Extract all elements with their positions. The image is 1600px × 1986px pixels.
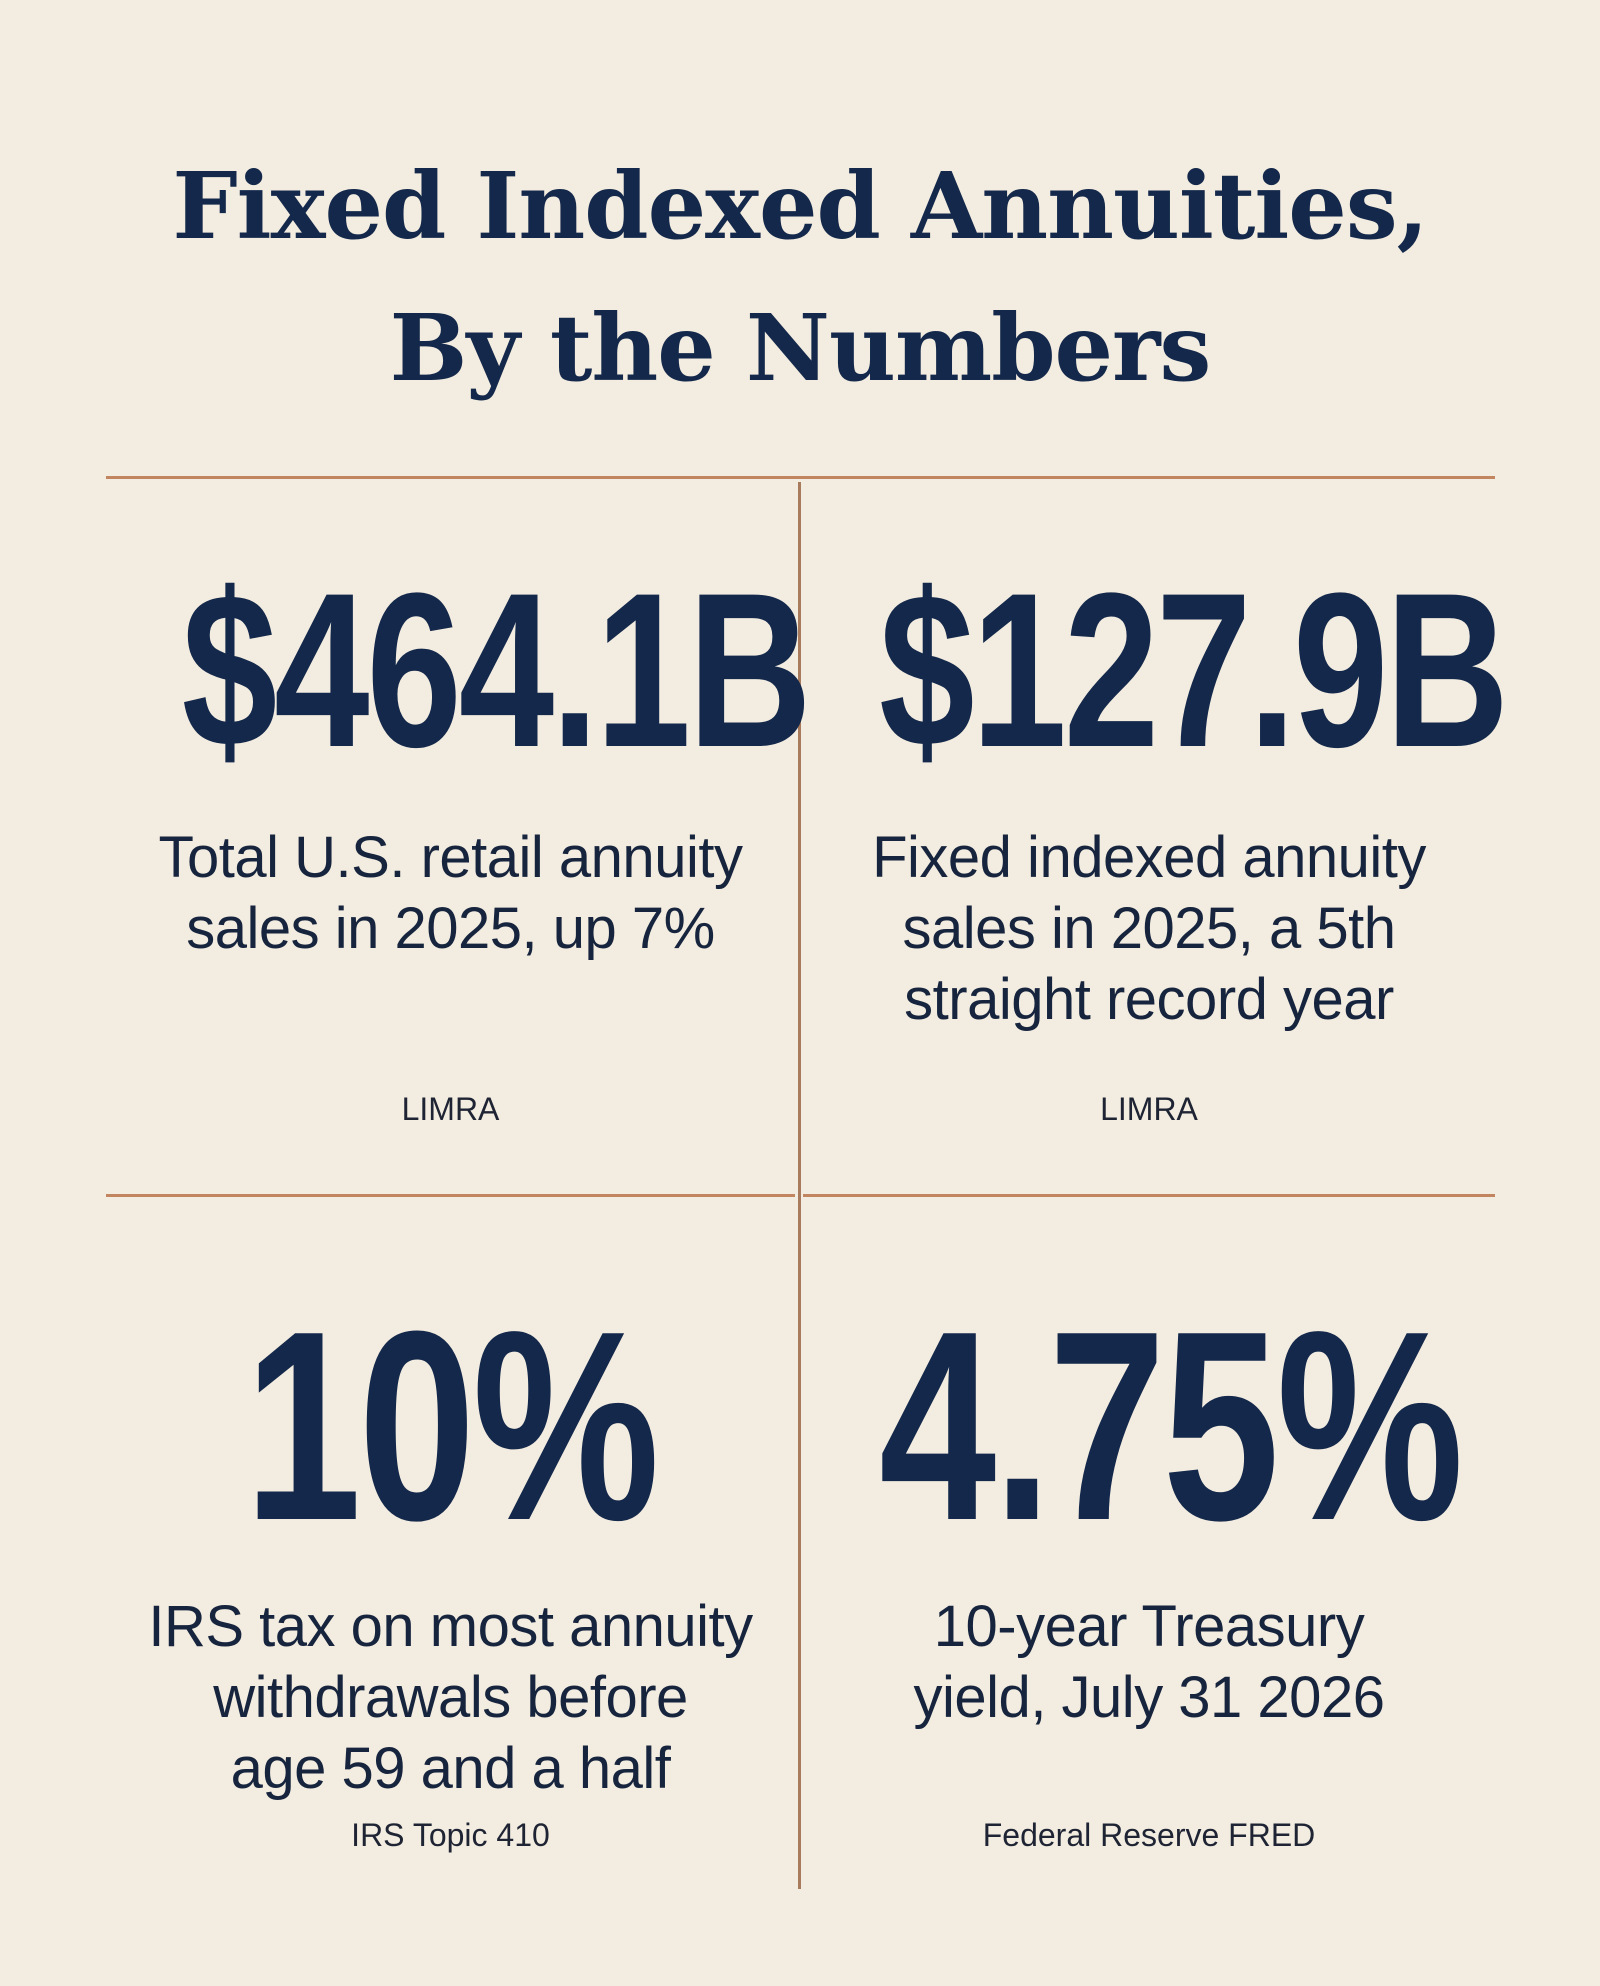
stat-card-fia-sales: $127.9B Fixed indexed annuity sales in 2… <box>803 482 1509 1192</box>
stat-value: $127.9B <box>879 547 1509 793</box>
title-line-2: By the Numbers <box>389 294 1212 402</box>
stat-description-line: 10-year Treasury <box>933 1594 1365 1659</box>
stat-description: IRS tax on most annuity withdrawals befo… <box>106 1591 795 1804</box>
stat-card-treasury-yield: 4.75% 10-year Treasury yield, July 31 20… <box>803 1197 1495 1887</box>
vertical-divider <box>798 482 801 1889</box>
stat-description-line: withdrawals before <box>213 1665 688 1730</box>
middle-divider-left <box>106 1194 795 1197</box>
stat-description-line: sales in 2025, up 7% <box>186 896 715 961</box>
stat-description-line: IRS tax on most annuity <box>148 1594 753 1659</box>
stat-description-line: sales in 2025, a 5th <box>902 896 1396 961</box>
stat-description-line: straight record year <box>904 967 1394 1032</box>
stat-card-irs-tax: 10% IRS tax on most annuity withdrawals … <box>106 1197 795 1887</box>
stat-description-line: age 59 and a half <box>230 1736 671 1801</box>
title-line-1: Fixed Indexed Annuities, <box>172 152 1428 260</box>
stat-description: Total U.S. retail annuity sales in 2025,… <box>106 822 795 964</box>
stat-card-total-retail-sales: $464.1B Total U.S. retail annuity sales … <box>106 482 812 1192</box>
stat-description-line: Total U.S. retail annuity <box>158 825 743 890</box>
stat-description: Fixed indexed annuity sales in 2025, a 5… <box>803 822 1495 1035</box>
stat-source: IRS Topic 410 <box>351 1817 550 1853</box>
stat-value: 4.75% <box>879 1276 1464 1577</box>
page-title: Fixed Indexed Annuities, By the Numbers <box>0 135 1600 419</box>
stat-value: 10% <box>244 1276 659 1577</box>
stat-description-line: Fixed indexed annuity <box>872 825 1426 890</box>
stat-source: LIMRA <box>1100 1091 1198 1127</box>
middle-divider-right <box>803 1194 1495 1197</box>
stat-source: LIMRA <box>401 1091 500 1127</box>
stat-source: Federal Reserve FRED <box>982 1817 1316 1853</box>
stat-value: $464.1B <box>181 547 812 793</box>
top-divider <box>106 476 1495 479</box>
stat-description: 10-year Treasury yield, July 31 2026 <box>803 1591 1495 1733</box>
stat-description-line: yield, July 31 2026 <box>913 1665 1385 1730</box>
